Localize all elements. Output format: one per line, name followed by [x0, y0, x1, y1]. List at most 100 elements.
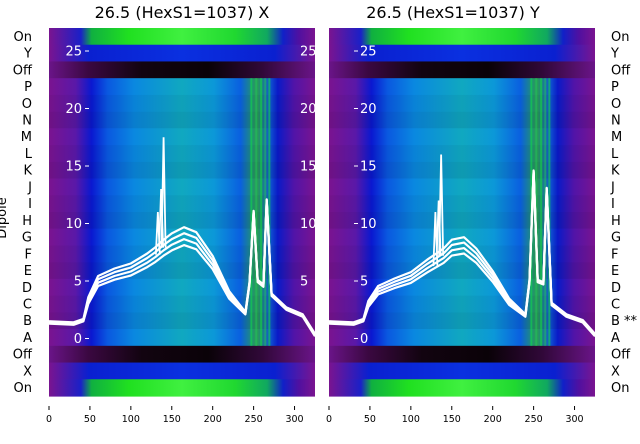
- overlay-line: [328, 169, 596, 335]
- heatmap-row: [49, 61, 315, 79]
- heatmap-row: [329, 128, 595, 146]
- heatmap-row-shade: [329, 195, 595, 212]
- heatmap-row-shade: [49, 262, 315, 279]
- dipole-label: O: [22, 97, 32, 112]
- heatmap-row: [49, 195, 315, 213]
- dipole-label: G: [611, 231, 621, 246]
- heatmap-row: [49, 345, 315, 364]
- overlay-line: [48, 198, 316, 335]
- panel-title: 26.5 (HexS1=1037) Y: [366, 3, 540, 22]
- heatmap-row-shade: [49, 312, 315, 330]
- heatmap-row: [49, 245, 315, 263]
- dipole-label: Off: [611, 348, 631, 363]
- heatmap-row: [49, 44, 315, 63]
- heatmap-row: [329, 28, 595, 46]
- overlay-tick-label: 15: [65, 160, 82, 175]
- overlay-tick-label: 5: [360, 275, 368, 290]
- heatmap-row: [329, 295, 595, 313]
- heatmap-row: [329, 212, 595, 230]
- heatmap-streak: [255, 78, 258, 346]
- overlay-tick-label: 10: [65, 217, 82, 232]
- dipole-label: M: [21, 130, 32, 145]
- heatmap-row: [329, 111, 595, 129]
- overlay-y-ticks: 0 5 10 15 20 25: [354, 45, 377, 347]
- heatmap-row-shade: [49, 245, 315, 263]
- dipole-label: D: [611, 281, 621, 296]
- heatmap-row: [329, 61, 595, 79]
- overlay-tick-label-right: 15: [300, 160, 317, 175]
- panel-x: 26.5 (HexS1=1037) X OnYOffPONMLKJIHGFEDC…: [13, 3, 317, 425]
- overlay-tick-label: 25: [360, 45, 377, 60]
- heatmap-row: [49, 362, 315, 380]
- x-tick-label: 200: [204, 414, 222, 425]
- dipole-label: G: [22, 231, 32, 246]
- heatmap-row: [49, 312, 315, 330]
- dipole-label: Off: [13, 348, 33, 363]
- heatmap-row: [49, 94, 315, 113]
- heatmap-row: [329, 178, 595, 196]
- dipole-label: C: [611, 298, 620, 313]
- dipole-label: P: [24, 80, 32, 95]
- heatmap-row: [49, 379, 315, 397]
- overlay-tick-label-right: 25: [300, 45, 317, 60]
- dipole-label: Y: [23, 47, 32, 62]
- heatmap-row: [49, 329, 315, 347]
- heatmap-row: [329, 379, 595, 397]
- dipole-label: On: [14, 381, 32, 396]
- overlay-lines: [328, 154, 596, 338]
- x-tick-label: 300: [285, 414, 303, 425]
- overlay-tick-label: 25: [65, 45, 82, 60]
- panel-y: 26.5 (HexS1=1037) Y OnYOffPONMLKJIHGFEDC…: [326, 3, 638, 425]
- heatmap-row: [49, 212, 315, 230]
- heatmap: [49, 28, 315, 397]
- dipole-label: J: [610, 180, 615, 195]
- heatmap-row: [329, 345, 595, 364]
- dipole-label: J: [27, 180, 32, 195]
- heatmap-row-shade: [329, 111, 595, 129]
- heatmap-row-shade: [329, 312, 595, 330]
- dipole-label: B: [23, 314, 32, 329]
- heatmap-row-shade: [49, 94, 315, 112]
- heatmap-row: [49, 178, 315, 196]
- heatmap-streak: [250, 78, 253, 346]
- heatmap-row: [49, 128, 315, 146]
- dipole-label: On: [611, 30, 629, 45]
- overlay-tick-label: 15: [360, 160, 377, 175]
- heatmap-row: [49, 111, 315, 129]
- heatmap-row-shade: [329, 212, 595, 229]
- heatmap-row: [49, 161, 315, 180]
- dipole-label: F: [25, 247, 32, 262]
- heatmap-row: [329, 329, 595, 347]
- heatmap-row: [329, 145, 595, 163]
- dipole-label: L: [611, 147, 619, 162]
- overlay-tick-label-right: 20: [300, 102, 317, 117]
- dipole-label: L: [25, 147, 33, 162]
- panel-title: 26.5 (HexS1=1037) X: [95, 3, 270, 22]
- heatmap-row-shade: [49, 195, 315, 212]
- dipole-label: Off: [611, 63, 631, 78]
- heatmap-row-shade: [49, 212, 315, 229]
- heatmap-row: [49, 28, 315, 46]
- heatmap-row: [329, 312, 595, 330]
- dipole-label: N: [611, 114, 621, 129]
- x-tick-label: 50: [84, 414, 96, 425]
- overlay-tick-label: 20: [360, 102, 377, 117]
- heatmap-row: [329, 94, 595, 113]
- overlay-tick-label: 20: [65, 102, 82, 117]
- heatmap-streak: [540, 78, 543, 346]
- x-axis-ticks: 0 50 100 150 200 250 300: [326, 406, 584, 425]
- overlay-lines: [48, 137, 316, 337]
- x-tick-label: 150: [443, 414, 461, 425]
- x-tick-label: 200: [484, 414, 502, 425]
- heatmap-row-shade: [329, 145, 595, 162]
- dipole-label: A: [23, 331, 32, 346]
- dipole-label: C: [23, 298, 32, 313]
- heatmap-streak: [268, 78, 271, 346]
- dipole-label: D: [22, 281, 32, 296]
- dipole-label: X: [23, 364, 32, 379]
- heatmap-row: [49, 78, 315, 96]
- overlay-y-ticks: 0 5 5 10 10 15 15 20 20 25 25: [65, 45, 316, 348]
